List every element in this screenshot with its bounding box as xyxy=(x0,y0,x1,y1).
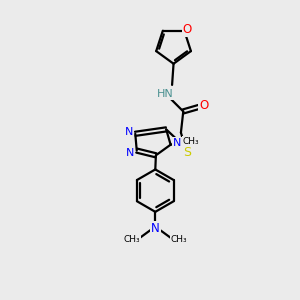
Text: N: N xyxy=(173,138,181,148)
Text: N: N xyxy=(124,127,133,137)
Text: N: N xyxy=(151,221,160,235)
Text: O: O xyxy=(183,23,192,36)
Text: O: O xyxy=(199,99,208,112)
Text: N: N xyxy=(126,148,134,158)
Text: CH₃: CH₃ xyxy=(183,137,200,146)
Text: S: S xyxy=(183,146,191,159)
Text: HN: HN xyxy=(157,89,174,99)
Text: CH₃: CH₃ xyxy=(123,235,140,244)
Text: CH₃: CH₃ xyxy=(170,235,187,244)
